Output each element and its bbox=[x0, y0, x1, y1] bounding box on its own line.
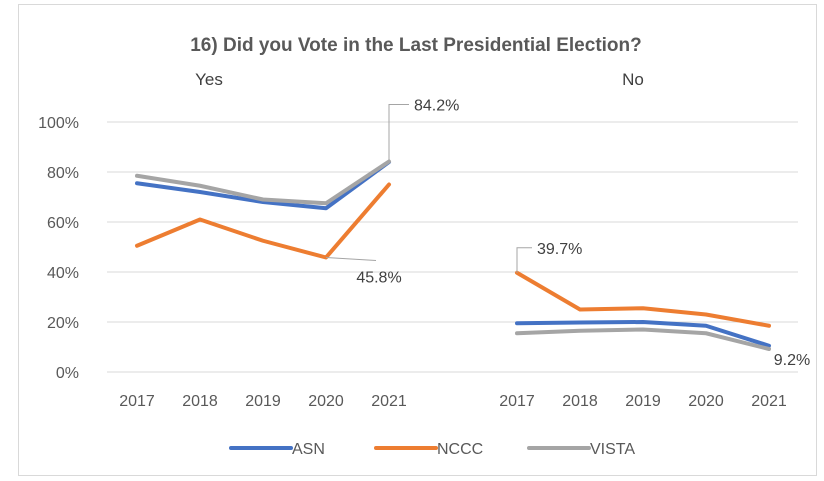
series-line-vista-yes bbox=[135, 159, 391, 206]
chart-frame: 16) Did you Vote in the Last Presidentia… bbox=[18, 4, 817, 476]
group-label-yes: Yes bbox=[195, 70, 223, 89]
data-labels: 84.2% 45.8% 39.7% 9.2% bbox=[325, 98, 810, 369]
legend: ASN NCCC VISTA bbox=[229, 441, 635, 458]
leader-line bbox=[516, 247, 532, 273]
y-tick-label: 20% bbox=[47, 315, 79, 332]
x-tick-label: 2018 bbox=[182, 393, 218, 410]
data-label: 39.7% bbox=[537, 241, 582, 258]
x-tick-label: 2018 bbox=[562, 393, 598, 410]
y-tick-label: 100% bbox=[38, 115, 79, 132]
data-label: 45.8% bbox=[356, 270, 401, 287]
y-tick-label: 60% bbox=[47, 215, 79, 232]
x-tick-label: 2020 bbox=[308, 393, 344, 410]
y-tick-label: 40% bbox=[47, 265, 79, 282]
gridlines bbox=[107, 121, 798, 373]
series-line-asn-no bbox=[515, 320, 771, 348]
data-label: 9.2% bbox=[774, 352, 810, 369]
chart-title: 16) Did you Vote in the Last Presidentia… bbox=[190, 35, 642, 56]
series-line-nccc-no bbox=[515, 270, 771, 328]
x-tick-label: 2021 bbox=[371, 393, 407, 410]
x-axis-ticks: 2017 2018 2019 2020 2021 2017 2018 2019 2020 2021 bbox=[119, 393, 787, 410]
x-tick-label: 2019 bbox=[625, 393, 661, 410]
y-tick-label: 80% bbox=[47, 165, 79, 182]
x-tick-label: 2020 bbox=[688, 393, 724, 410]
series-lines bbox=[135, 159, 771, 351]
series-line-asn-yes bbox=[135, 160, 391, 211]
legend-label-vista: VISTA bbox=[590, 441, 635, 458]
x-tick-label: 2019 bbox=[245, 393, 281, 410]
leader-line bbox=[388, 104, 409, 162]
y-axis-ticks: 0% 20% 40% 60% 80% 100% bbox=[38, 115, 79, 382]
series-line-vista-no bbox=[515, 327, 771, 351]
legend-label-nccc: NCCC bbox=[437, 441, 483, 458]
leader-line bbox=[325, 257, 377, 261]
x-tick-label: 2017 bbox=[119, 393, 155, 410]
group-label-no: No bbox=[622, 70, 644, 89]
series-line-nccc-yes bbox=[135, 182, 391, 260]
data-label: 84.2% bbox=[414, 98, 459, 115]
x-tick-label: 2021 bbox=[751, 393, 787, 410]
y-tick-label: 0% bbox=[56, 365, 79, 382]
line-chart: 16) Did you Vote in the Last Presidentia… bbox=[38, 35, 810, 458]
legend-label-asn: ASN bbox=[292, 441, 325, 458]
x-tick-label: 2017 bbox=[499, 393, 535, 410]
